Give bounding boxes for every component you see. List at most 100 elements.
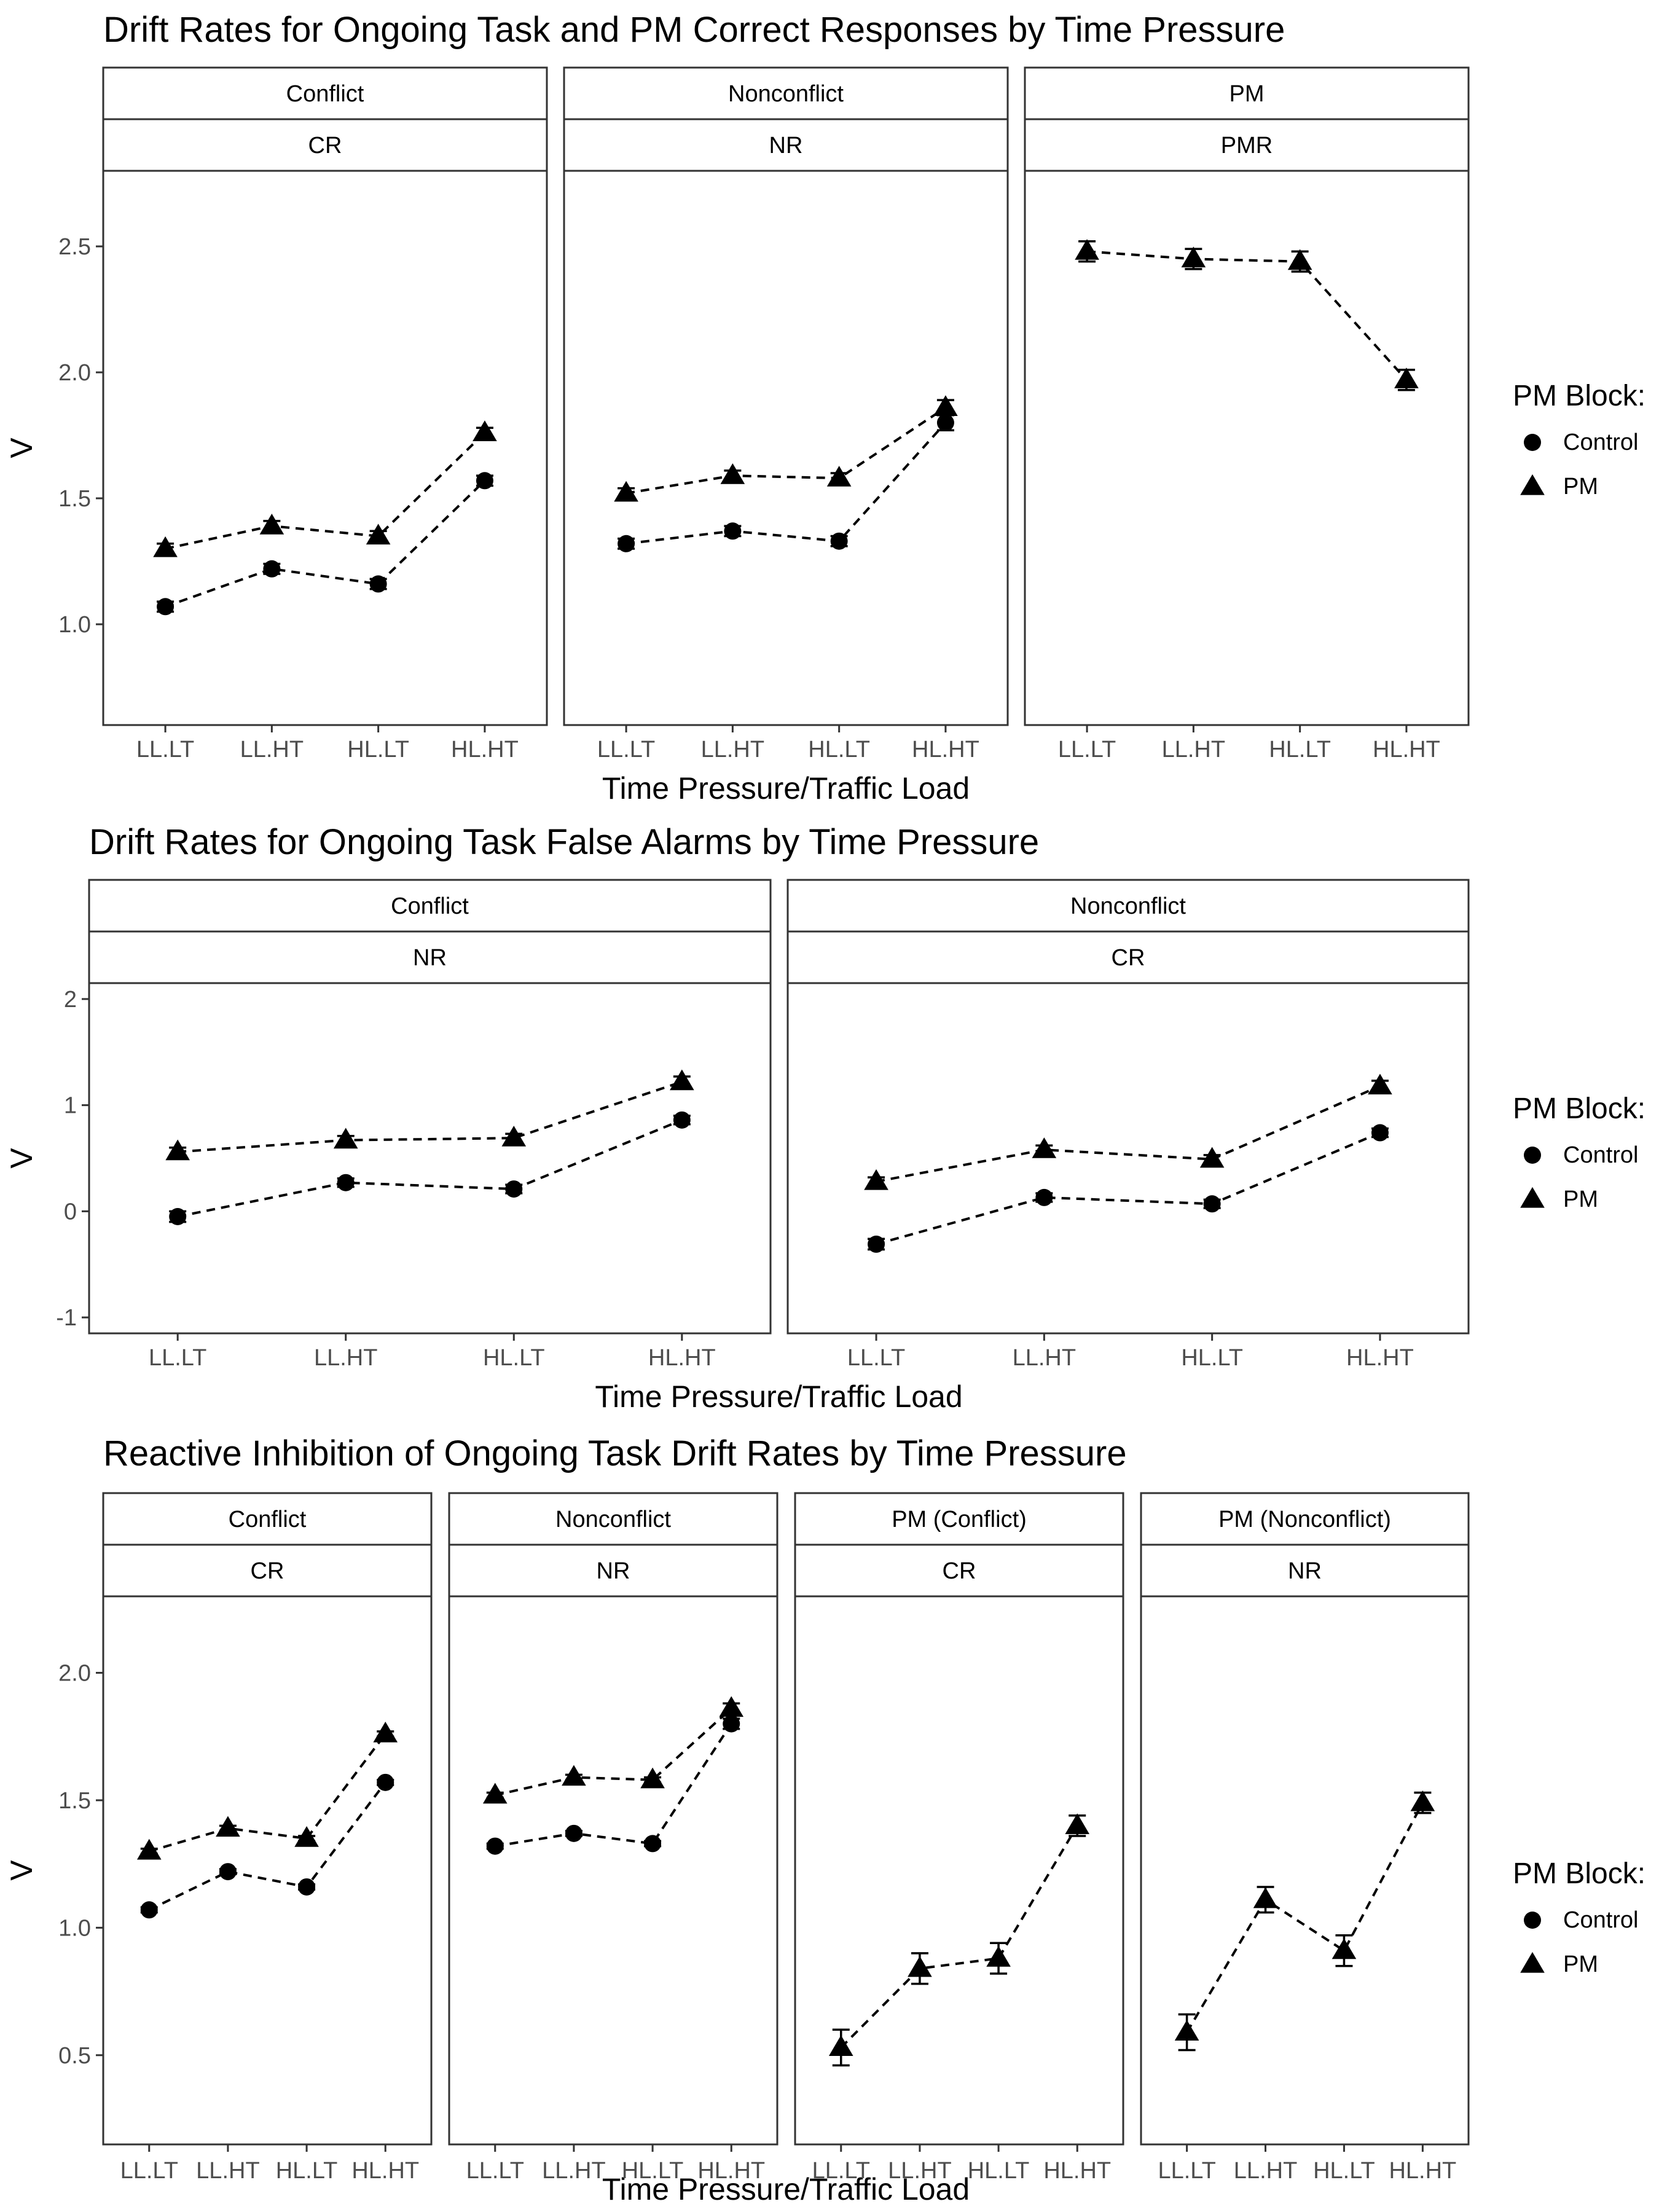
x-tick-label: LL.HT	[240, 737, 304, 763]
series-pm	[482, 1696, 744, 1804]
x-tick-label: LL.HT	[542, 2158, 605, 2184]
panel-border	[102, 1595, 433, 2146]
facet-strip-label: Conflict	[391, 893, 469, 919]
facet-panel: Conflict NR LL.LT LL.HT HL.LT HL.HT	[88, 879, 772, 1371]
data-point	[373, 1721, 398, 1743]
data-point	[1368, 1073, 1392, 1095]
facet-strip	[1140, 1492, 1470, 1546]
data-point	[908, 1956, 932, 1977]
series-control	[157, 472, 493, 616]
facet-strip	[448, 1492, 779, 1546]
data-point	[294, 1826, 319, 1847]
data-point	[1394, 367, 1419, 388]
legend-key-circle	[1524, 434, 1541, 451]
series-line	[1086, 250, 1408, 381]
data-point	[1075, 239, 1099, 260]
facet-strip-secondary	[563, 118, 1009, 172]
x-tick-label: LL.HT	[196, 2158, 259, 2184]
x-tick-label: LL.HT	[1013, 1345, 1076, 1371]
facet-strip-secondary	[1024, 118, 1470, 172]
data-point	[219, 1863, 237, 1881]
y-axis-title: V	[4, 1148, 39, 1169]
facet-strip-label: Nonconflict	[1070, 893, 1186, 919]
series-control	[140, 1773, 394, 1919]
facet-strip-secondary	[1140, 1543, 1470, 1598]
x-axis-title: Time Pressure/Traffic Load	[602, 2172, 970, 2206]
x-tick-label: HL.HT	[1346, 1345, 1414, 1371]
series-line	[495, 1708, 732, 1797]
facet-strip-secondary	[786, 930, 1470, 984]
data-point	[1032, 1137, 1057, 1158]
data-point	[337, 1174, 355, 1191]
data-point	[505, 1180, 523, 1198]
series-control	[169, 1111, 691, 1225]
data-point	[868, 1235, 885, 1253]
facet-strip-secondary-label: PMR	[1221, 133, 1273, 159]
facet-strip-label: Conflict	[286, 81, 364, 107]
x-tick-label: LL.LT	[1158, 2158, 1215, 2184]
panel-border	[1024, 170, 1470, 726]
data-point	[153, 536, 178, 557]
y-tick-label: 2.0	[58, 1660, 91, 1686]
facet-panel: Nonconflict NR LL.LT LL.HT HL.LT HL.HT	[448, 1492, 779, 2184]
facet-strip-secondary-label: NR	[769, 133, 803, 159]
data-point	[136, 1838, 162, 1860]
facet-panel: PM PMR LL.LT LL.HT HL.LT HL.HT	[1024, 66, 1470, 763]
chart-title: Drift Rates for Ongoing Task and PM Corr…	[103, 10, 1285, 50]
y-tick-label: -1	[56, 1305, 77, 1331]
data-point	[1203, 1195, 1221, 1213]
series-line	[149, 1733, 386, 1853]
series-pm	[153, 420, 497, 557]
facet-panel: PM (Conflict) CR LL.LT LL.HT HL.LT HL.HT	[794, 1492, 1124, 2184]
legend-title: PM Block:	[1513, 1092, 1645, 1125]
x-tick-label: HL.LT	[1313, 2158, 1375, 2184]
data-point	[933, 395, 958, 417]
x-axis-title: Time Pressure/Traffic Load	[602, 771, 970, 806]
panel-border	[448, 1595, 779, 2146]
data-point	[165, 1139, 190, 1161]
facet-strip-secondary-label: CR	[1112, 945, 1145, 971]
facet-strip-secondary-label: CR	[308, 133, 342, 159]
panel-border	[563, 170, 1009, 726]
data-point	[486, 1837, 504, 1855]
legend-key-triangle	[1520, 474, 1545, 495]
series-line	[876, 1131, 1381, 1245]
series-line	[178, 1080, 683, 1153]
legend-item-label: Control	[1563, 1142, 1639, 1168]
facet-panel: Conflict CR LL.LT LL.HT HL.LT HL.HT	[102, 1492, 433, 2184]
data-point	[1199, 1147, 1225, 1168]
x-tick-label: HL.LT	[483, 1345, 545, 1371]
data-point	[169, 1208, 187, 1225]
x-tick-label: HL.HT	[451, 737, 519, 763]
x-tick-label: LL.LT	[1058, 737, 1116, 763]
facet-strip-secondary-label: CR	[251, 1558, 284, 1584]
data-point	[1181, 246, 1206, 268]
series-line	[626, 422, 947, 545]
legend-key-circle	[1524, 1147, 1541, 1164]
data-point	[140, 1901, 158, 1919]
data-point	[828, 2035, 853, 2056]
facet-strip-secondary	[794, 1543, 1124, 1598]
legend-title: PM Block:	[1513, 380, 1645, 412]
data-point	[723, 1715, 740, 1733]
data-point	[473, 420, 497, 442]
data-point	[1332, 1938, 1357, 1959]
legend-item-label: Control	[1563, 1907, 1639, 1933]
series-line	[876, 1084, 1381, 1183]
data-point	[1287, 249, 1312, 270]
data-point	[377, 1773, 394, 1791]
facet-strip-secondary	[102, 1543, 433, 1598]
x-tick-label: HL.HT	[351, 2158, 419, 2184]
y-tick-label: 2.5	[58, 234, 91, 260]
y-axis-title: V	[4, 1860, 39, 1881]
panel-border	[1140, 1595, 1470, 2146]
x-tick-label: HL.HT	[1043, 2158, 1111, 2184]
series-pm	[1174, 1790, 1435, 2052]
data-point	[1035, 1188, 1053, 1206]
legend-item-label: PM	[1563, 1186, 1598, 1212]
chart-2: Drift Rates for Ongoing Task False Alarm…	[4, 822, 1645, 1414]
x-tick-label: HL.LT	[968, 2158, 1030, 2184]
data-point	[259, 514, 284, 535]
x-axis-title: Time Pressure/Traffic Load	[595, 1379, 962, 1414]
data-point	[618, 535, 635, 552]
